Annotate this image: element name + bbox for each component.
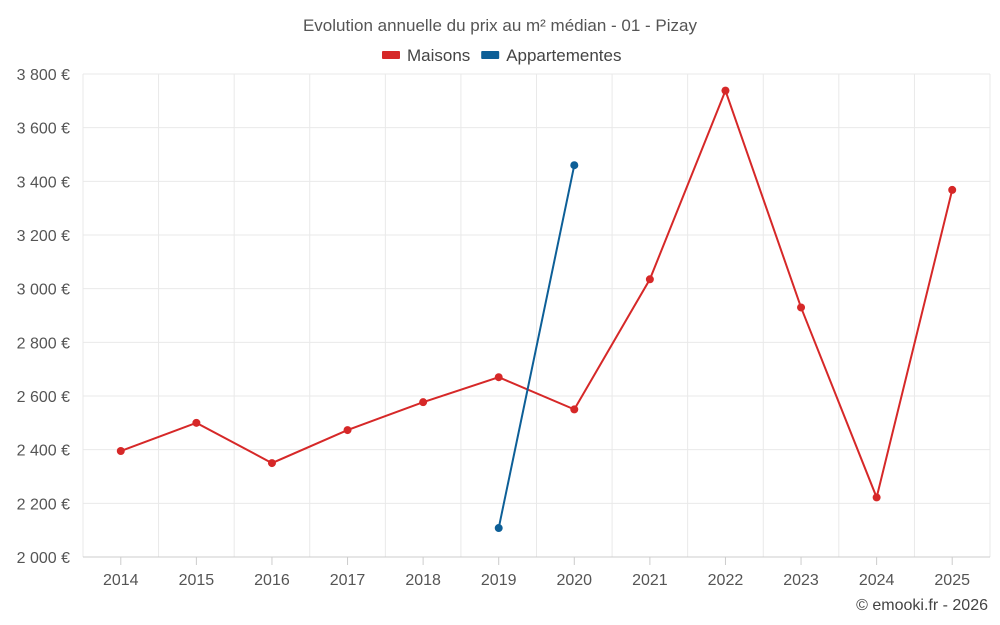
y-axis-ticks: 2 000 € 2 200 € 2 400 € 2 600 € 2 800 € 3 000…	[17, 67, 70, 567]
credit-text: © emooki.fr - 2026	[856, 597, 988, 614]
x-tick-label: 2020	[556, 572, 592, 589]
y-tick-label: 3 000 €	[17, 282, 70, 299]
data-point[interactable]	[721, 86, 730, 95]
data-point[interactable]	[192, 418, 201, 427]
y-tick-label: 3 800 €	[17, 67, 70, 84]
x-tick-label: 2021	[632, 572, 668, 589]
data-point[interactable]	[419, 398, 428, 407]
data-point[interactable]	[343, 426, 352, 435]
x-tick-label: 2017	[330, 572, 366, 589]
x-tick-label: 2014	[103, 572, 139, 589]
series-line	[120, 87, 954, 501]
legend-swatch	[481, 51, 500, 59]
data-point[interactable]	[494, 524, 503, 533]
y-tick-label: 2 800 €	[17, 335, 70, 352]
series-layer	[116, 86, 957, 533]
x-gridlines	[82, 74, 991, 557]
x-tick-label: 2016	[254, 572, 290, 589]
x-tick-label: 2015	[179, 572, 215, 589]
chart-title: Evolution annuelle du prix au m² médian …	[303, 16, 698, 35]
data-point[interactable]	[872, 493, 881, 502]
legend-swatch	[382, 51, 400, 59]
series-appartementes	[494, 161, 579, 533]
data-point[interactable]	[494, 373, 503, 382]
data-point[interactable]	[116, 447, 125, 456]
legend-item-appartementes[interactable]: Appartementes	[481, 46, 621, 65]
y-tick-label: 2 400 €	[17, 443, 70, 460]
legend: Maisons Appartementes	[382, 46, 621, 65]
data-point[interactable]	[797, 303, 806, 312]
x-tick-label: 2023	[783, 572, 819, 589]
x-tick-label: 2022	[708, 572, 744, 589]
y-tick-label: 3 200 €	[17, 228, 70, 245]
data-point[interactable]	[948, 185, 957, 194]
y-tick-label: 2 600 €	[17, 389, 70, 406]
x-tick-label: 2018	[405, 572, 441, 589]
data-point[interactable]	[267, 459, 276, 468]
data-point[interactable]	[645, 275, 654, 284]
x-axis-ticks: 2014 2015 2016 2017 2018 2019 2020 2021 2022 2023…	[103, 557, 970, 589]
x-tick-label: 2019	[481, 572, 517, 589]
x-tick-label: 2025	[934, 572, 970, 589]
legend-label: Appartementes	[506, 46, 621, 65]
y-tick-label: 3 400 €	[17, 174, 70, 191]
data-point[interactable]	[570, 405, 579, 414]
data-point[interactable]	[570, 161, 579, 170]
y-tick-label: 2 000 €	[17, 550, 70, 567]
legend-label: Maisons	[407, 46, 470, 65]
legend-item-maisons[interactable]: Maisons	[382, 46, 470, 65]
x-tick-label: 2024	[859, 572, 895, 589]
series-maisons	[116, 86, 957, 502]
y-tick-label: 2 200 €	[17, 496, 70, 513]
series-line	[497, 165, 576, 529]
y-tick-label: 3 600 €	[17, 121, 70, 138]
